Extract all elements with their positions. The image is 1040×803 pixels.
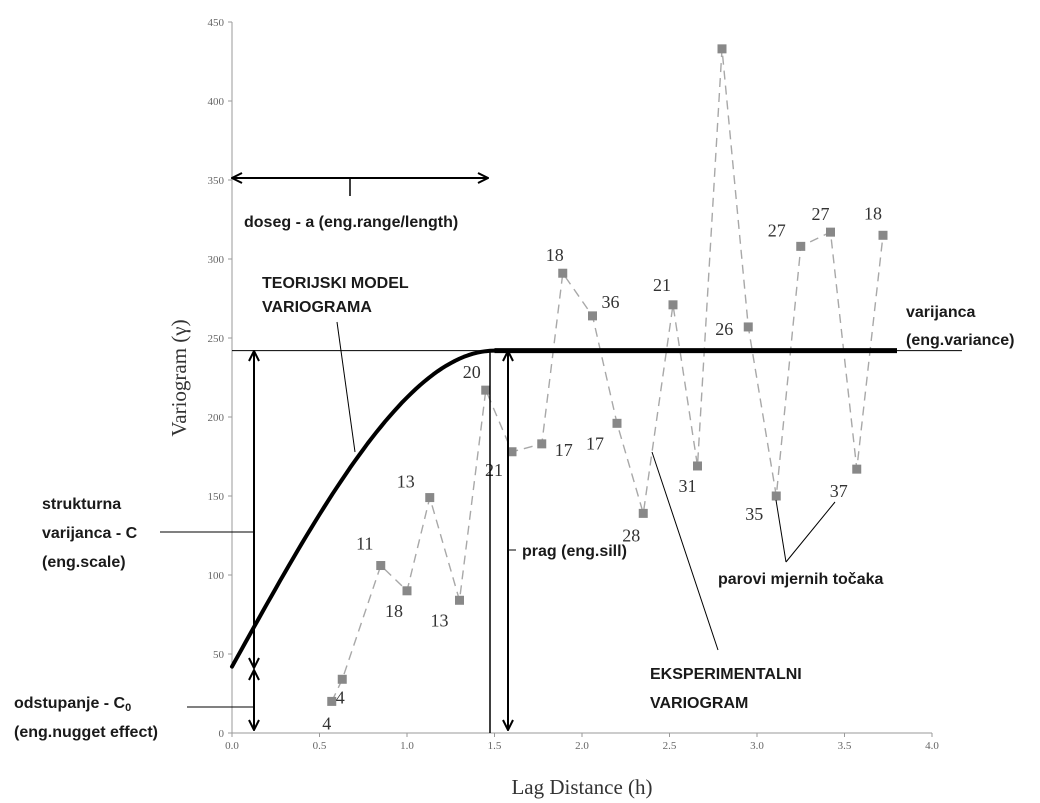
theoretical-model-curve	[230, 348, 497, 669]
x-tick-label: 2.0	[575, 740, 589, 752]
pair-count-label: 11	[356, 534, 373, 554]
x-tick-label: 3.5	[838, 740, 852, 752]
pair-count-label: 18	[546, 245, 564, 265]
pair-count-label: 13	[431, 610, 449, 630]
model-leader	[336, 321, 356, 453]
pairs-label: parovi mjernih točaka	[718, 571, 883, 588]
pair-count-label: 28	[622, 525, 640, 545]
x-tick-label: 1.5	[488, 740, 502, 752]
experimental-point	[826, 227, 835, 237]
experimental-point	[796, 241, 806, 251]
experimental-label-line1: EKSPERIMENTALNI	[650, 666, 802, 683]
pair-count-label: 36	[602, 292, 620, 312]
nugget-label-text: odstupanje - C	[14, 695, 126, 712]
variance-label-line1: varijanca	[906, 304, 975, 321]
experimental-label-line2: VARIOGRAM	[650, 695, 748, 712]
pair-count-label: 21	[485, 460, 503, 480]
pair-count-label: 31	[679, 476, 697, 496]
y-tick-label: 100	[208, 570, 225, 582]
experimental-point	[612, 418, 622, 428]
pairs-leader-right	[785, 501, 836, 563]
experimental-point	[481, 385, 491, 395]
experimental-point	[668, 300, 678, 310]
y-tick-label: 250	[208, 333, 225, 345]
y-tick-label: 450	[208, 17, 225, 29]
y-tick-label: 350	[208, 175, 225, 187]
experimental-point	[455, 595, 464, 605]
pair-count-label: 17	[586, 433, 604, 453]
pair-count-label: 18	[385, 601, 403, 621]
x-tick-label: 3.0	[750, 740, 764, 752]
experimental-point	[743, 322, 753, 332]
pair-count-label: 4	[336, 687, 345, 707]
variance-label-line2: (eng.variance)	[906, 332, 1014, 349]
pair-count-label: 17	[555, 440, 573, 460]
pair-count-label: 27	[768, 220, 786, 240]
experimental-point	[376, 561, 386, 571]
experimental-point	[588, 311, 597, 321]
pair-count-label: 26	[715, 319, 733, 339]
experimental-point	[878, 230, 888, 240]
scale-label-line1: strukturna	[42, 496, 121, 513]
experimental-point	[537, 439, 547, 449]
x-tick-label: 1.0	[400, 740, 414, 752]
y-tick-label: 50	[213, 649, 225, 661]
experimental-points	[327, 44, 888, 706]
pair-count-label: 4	[322, 713, 331, 733]
pair-count-label: 13	[397, 472, 415, 492]
range-annotation-text: doseg - a (eng.range/length)	[244, 214, 458, 231]
y-tick-label: 300	[208, 254, 225, 266]
pair-count-label: 21	[653, 275, 671, 295]
pair-count-label: 35	[745, 504, 763, 524]
pair-count-label: 18	[864, 203, 882, 223]
pair-count-label: 27	[812, 204, 830, 224]
pair-count-labels: 44 11 18 13 13 20 21 17 18 36 17 28 21 31 26 35 27 27 37 18	[322, 203, 882, 733]
experimental-point	[852, 464, 862, 474]
svg-text:doseg - a (eng.range/length): doseg - a (eng.range/length)	[244, 214, 458, 231]
experimental-point	[693, 461, 702, 471]
nugget-label-line1: odstupanje - C0	[14, 695, 131, 714]
experimental-point	[337, 674, 347, 684]
experimental-point	[638, 508, 648, 518]
x-tick-label: 4.0	[925, 740, 939, 752]
y-tick-label: 0	[219, 728, 225, 740]
nugget-label-subscript: 0	[125, 702, 131, 714]
range-annotation: doseg - a (eng.range/length)	[244, 214, 458, 231]
y-axis-title: Variogram (γ)	[167, 319, 191, 436]
experimental-point	[558, 268, 568, 278]
sill-label: prag (eng.sill)	[522, 543, 627, 560]
experimental-leader	[651, 451, 719, 651]
scale-label-line2: varijanca - C	[42, 525, 138, 542]
experimental-point	[717, 44, 727, 54]
nugget-label-line2: (eng.nugget effect)	[14, 724, 158, 741]
experimental-point	[327, 696, 337, 706]
y-tick-label: 200	[208, 412, 225, 424]
experimental-point	[425, 493, 435, 503]
x-tick-label: 2.5	[663, 740, 677, 752]
pairs-leader-left	[775, 499, 787, 563]
x-axis-title: Lag Distance (h)	[511, 775, 652, 799]
y-tick-label: 150	[208, 491, 225, 503]
model-label-line2: VARIOGRAMA	[262, 299, 372, 316]
pair-count-label: 20	[463, 362, 481, 382]
experimental-point	[771, 491, 781, 501]
experimental-point	[402, 586, 412, 596]
pair-count-label: 37	[830, 481, 848, 501]
axis-ticks: 0.0 0.5 1.0 1.5 2.0 2.5 3.0 3.5 4.0 0 50 100 150 200 2…	[208, 17, 940, 752]
x-tick-label: 0.5	[313, 740, 327, 752]
scale-label-line3: (eng.scale)	[42, 554, 126, 571]
experimental-variogram-line	[331, 48, 884, 702]
x-tick-label: 0.0	[225, 740, 239, 752]
model-label-line1: TEORIJSKI MODEL	[262, 275, 409, 292]
y-tick-label: 400	[208, 96, 225, 108]
